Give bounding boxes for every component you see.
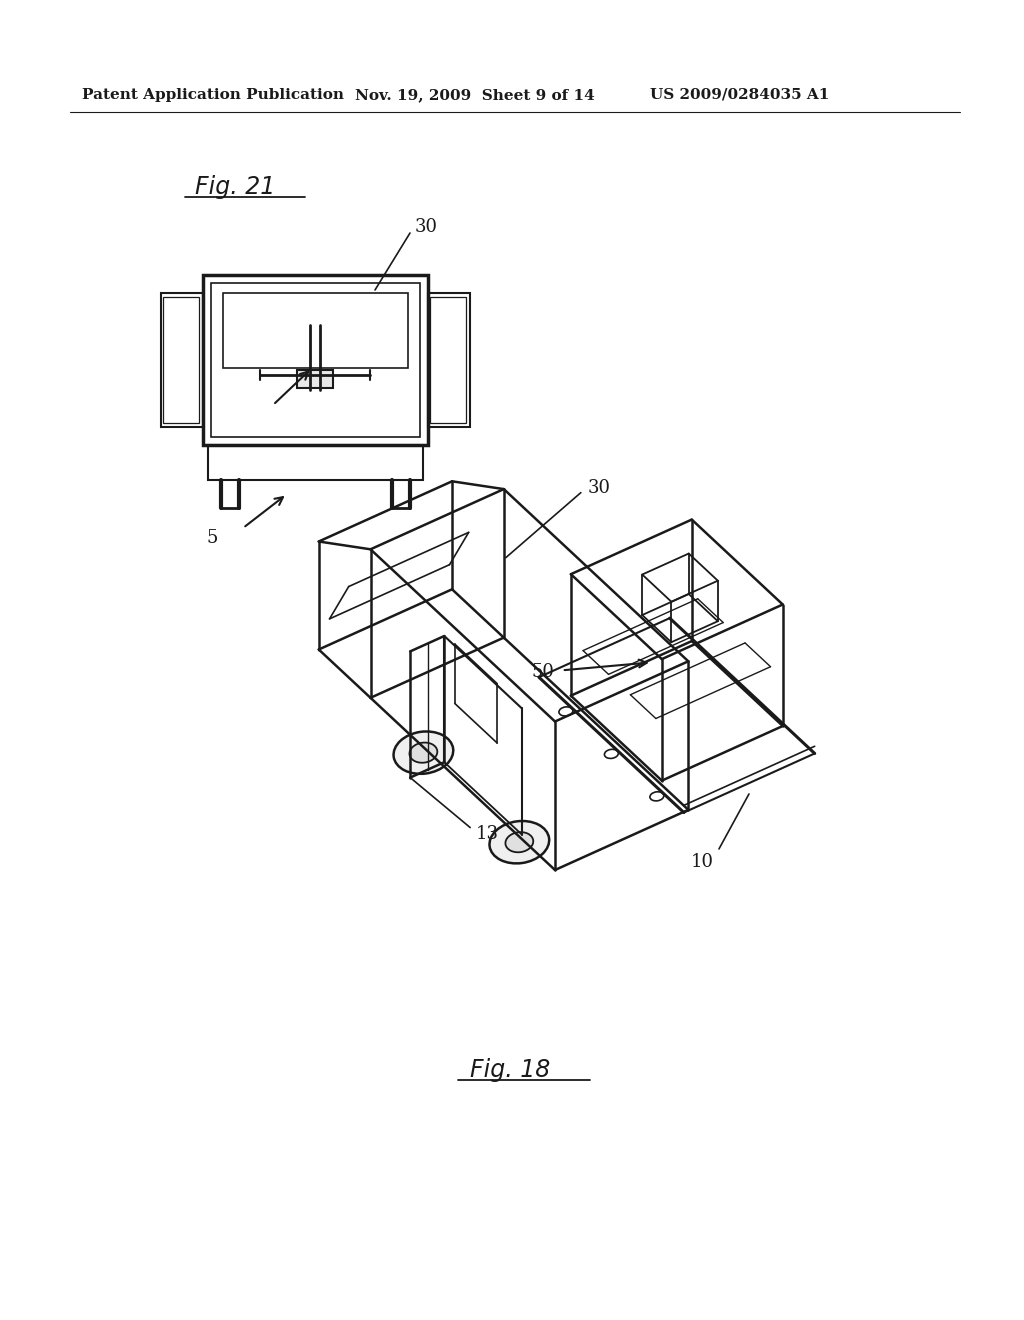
- Ellipse shape: [410, 743, 437, 763]
- Ellipse shape: [604, 750, 618, 759]
- Bar: [211, 282, 420, 437]
- Text: 30: 30: [588, 479, 611, 496]
- Text: Nov. 19, 2009  Sheet 9 of 14: Nov. 19, 2009 Sheet 9 of 14: [355, 88, 595, 102]
- Text: 30: 30: [415, 218, 438, 236]
- Text: Fig. 21: Fig. 21: [195, 176, 275, 199]
- Bar: [297, 370, 333, 388]
- Ellipse shape: [489, 821, 549, 863]
- Text: 13: 13: [476, 825, 500, 842]
- Text: 50: 50: [531, 664, 555, 681]
- Bar: [163, 297, 199, 422]
- Bar: [208, 445, 423, 480]
- Ellipse shape: [559, 706, 572, 715]
- Text: Patent Application Publication: Patent Application Publication: [82, 88, 344, 102]
- Ellipse shape: [506, 832, 534, 853]
- Bar: [203, 275, 428, 445]
- Bar: [223, 293, 408, 368]
- Bar: [428, 293, 470, 426]
- Text: 10: 10: [691, 853, 714, 871]
- Bar: [430, 297, 466, 422]
- Text: US 2009/0284035 A1: US 2009/0284035 A1: [650, 88, 829, 102]
- Bar: [161, 293, 203, 426]
- Ellipse shape: [650, 792, 664, 801]
- Text: 5: 5: [207, 529, 218, 546]
- Ellipse shape: [393, 731, 454, 774]
- Text: Fig. 18: Fig. 18: [470, 1059, 550, 1082]
